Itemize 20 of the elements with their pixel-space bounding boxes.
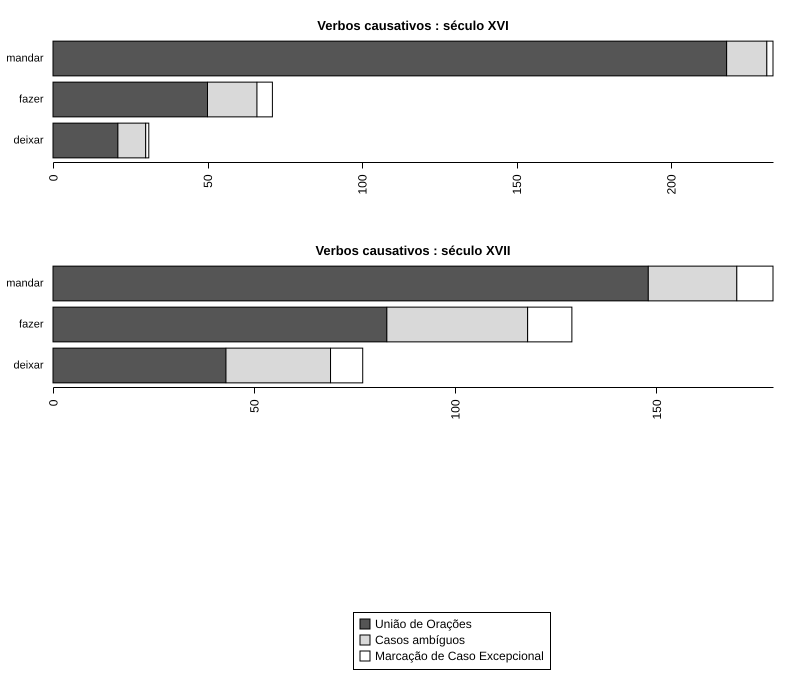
legend-label: Marcação de Caso Excepcional: [375, 649, 544, 663]
chart-title: Verbos causativos : século XVII: [315, 243, 511, 258]
y-tick-label: fazer: [19, 94, 44, 106]
chart-title: Verbos causativos : século XVI: [317, 18, 509, 33]
x-tick-label: 150: [650, 399, 664, 420]
y-tick-label: deixar: [14, 359, 44, 372]
x-tick-label: 50: [248, 399, 262, 413]
x-tick-label: 150: [510, 174, 524, 195]
y-tick-label: mandar: [6, 278, 44, 290]
x-tick-label: 200: [664, 174, 679, 195]
y-tick-label: fazer: [19, 318, 44, 330]
x-tick-label: 0: [46, 174, 60, 182]
x-tick-label: 0: [46, 399, 60, 406]
x-tick-label: 100: [356, 174, 370, 195]
x-tick-label: 50: [201, 174, 216, 188]
legend-label: União de Orações: [375, 617, 472, 631]
legend-label: Casos ambíguos: [375, 633, 466, 647]
y-tick-label: deixar: [14, 134, 44, 146]
x-tick-label: 100: [448, 399, 463, 420]
y-tick-label: mandar: [6, 52, 44, 65]
